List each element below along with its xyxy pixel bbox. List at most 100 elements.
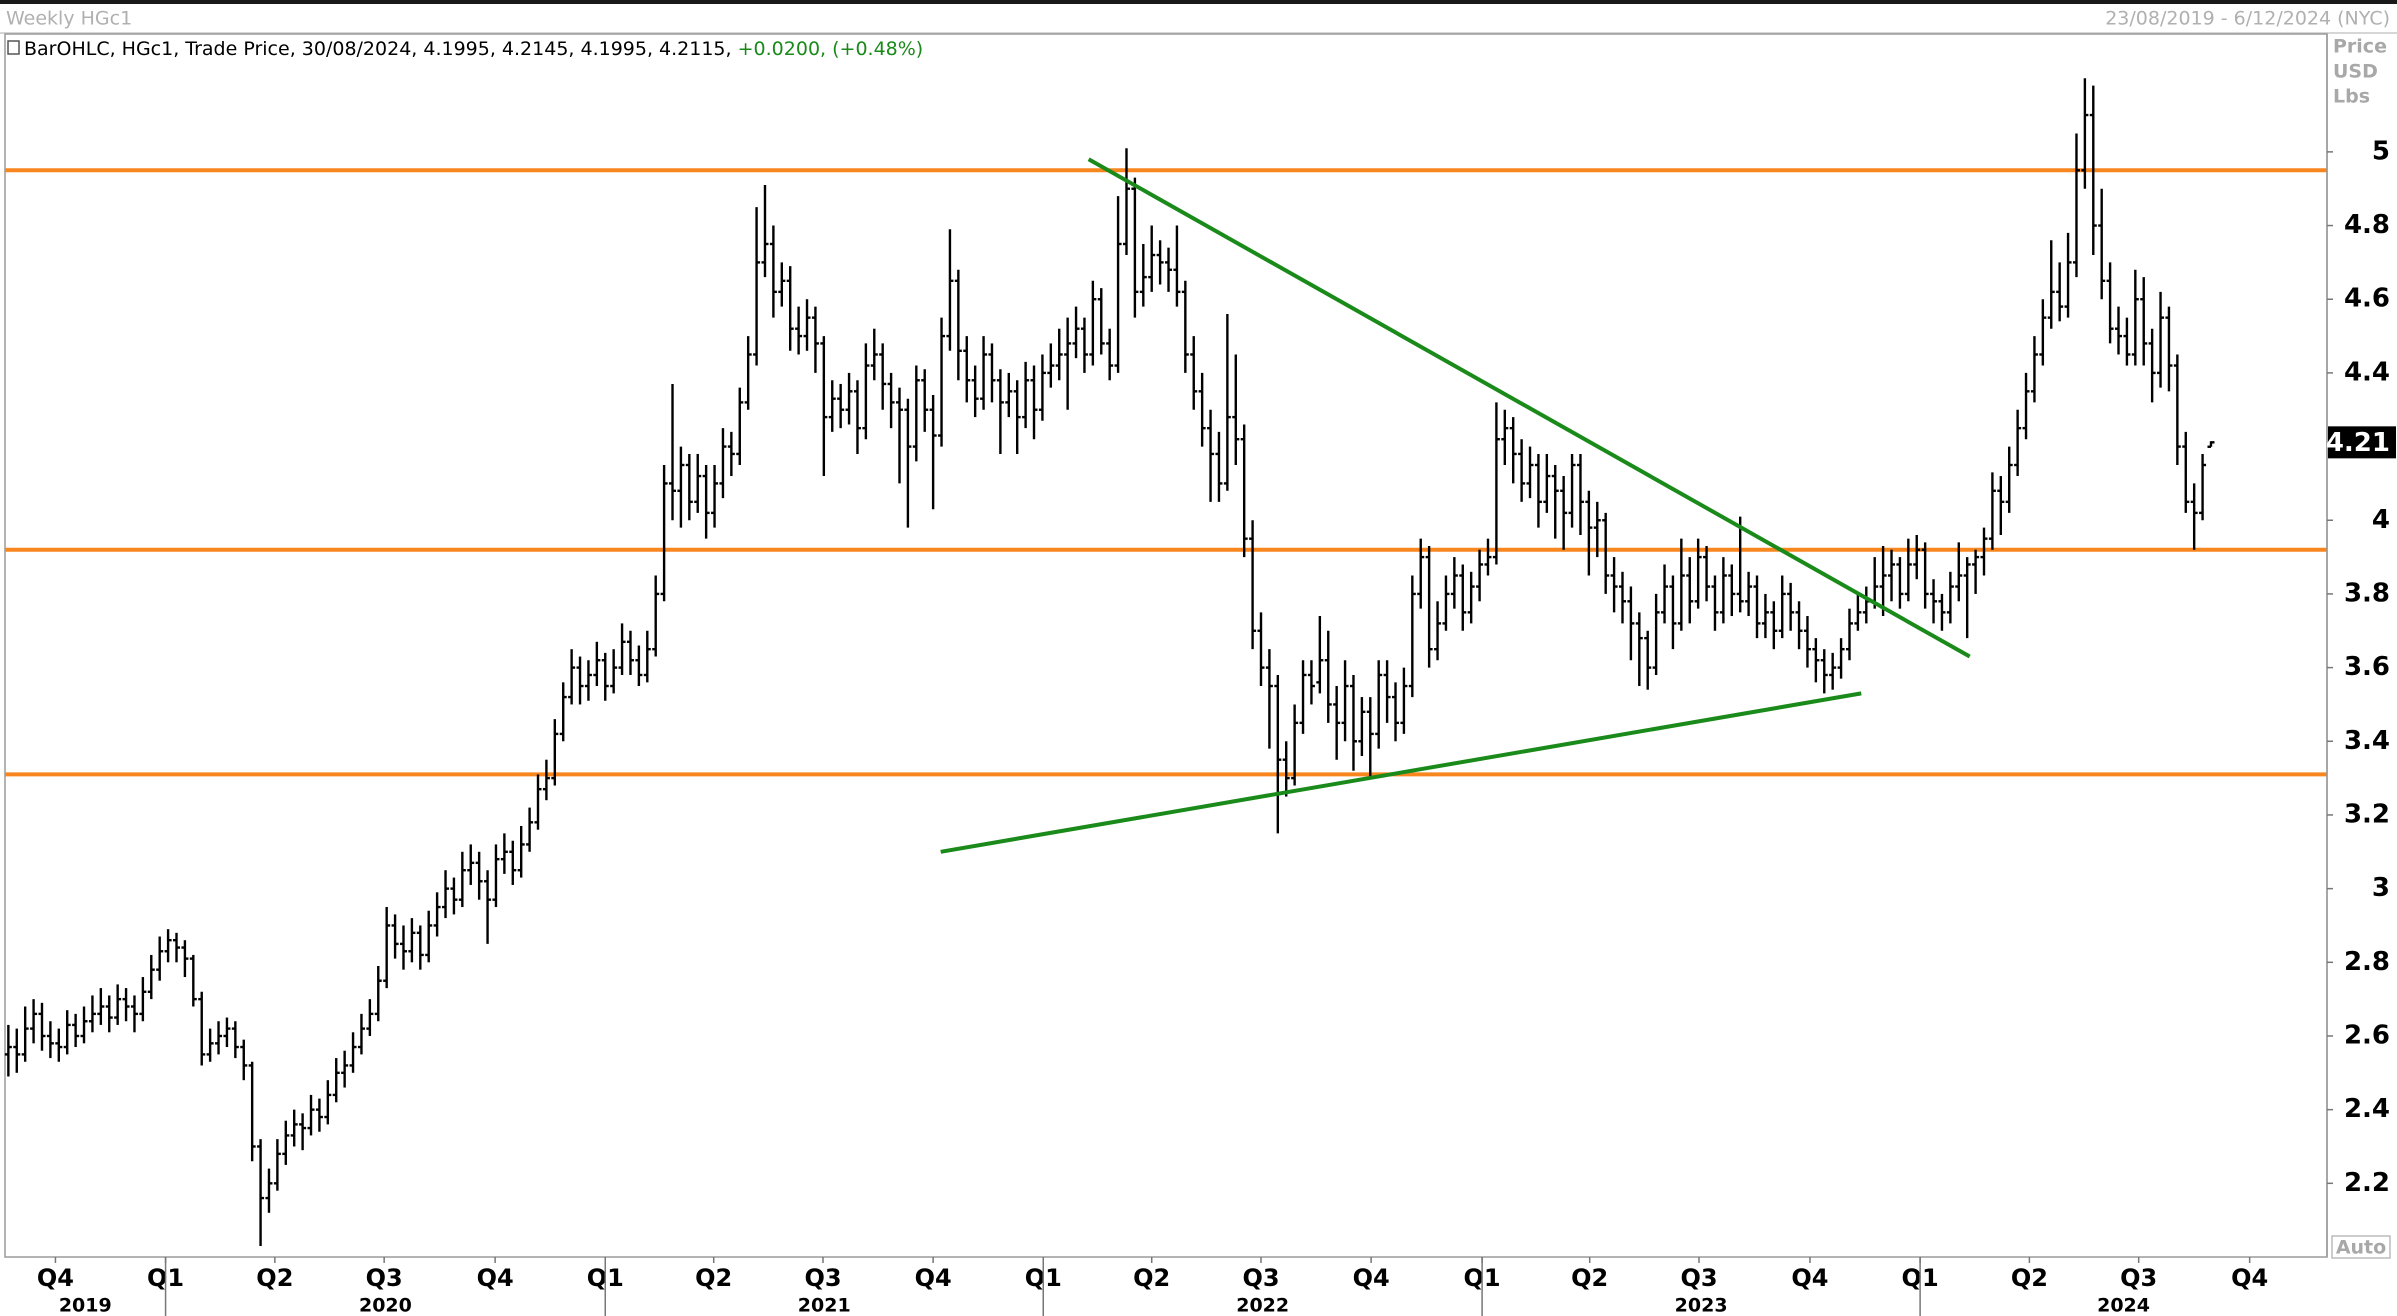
ohlc-bar (1383, 660, 1391, 723)
year-label: 2019 (59, 1295, 112, 1316)
ohlc-bar (315, 1098, 323, 1132)
ohlc-bar (635, 645, 643, 687)
ohlc-bar (1257, 612, 1265, 687)
ohlc-series (4, 78, 2215, 1246)
ohlc-bar (1795, 601, 1803, 650)
ohlc-bar (2056, 262, 2064, 322)
ohlc-bar (257, 1139, 265, 1246)
ohlc-bar (1333, 686, 1341, 760)
ohlc-bar (769, 225, 777, 318)
y-tick-label: 4.4 (2344, 357, 2390, 387)
ohlc-bar (450, 877, 458, 915)
ohlc-bar (1820, 649, 1828, 694)
ohlc-bar (173, 932, 181, 963)
ohlc-bar (593, 641, 601, 687)
ohlc-bar (2089, 85, 2097, 256)
ohlc-bar (938, 317, 946, 447)
ohlc-bar (2039, 299, 2047, 366)
ohlc-bar (1618, 571, 1626, 624)
ohlc-bar (1484, 538, 1492, 576)
ohlc-bar (711, 464, 719, 528)
ohlc-bar (1223, 313, 1231, 491)
ohlc-bar (55, 1028, 63, 1062)
ohlc-bar (1341, 660, 1349, 742)
ohlc-bar (1829, 652, 1837, 690)
ohlc-bar (374, 965, 382, 1022)
ohlc-bar (1736, 516, 1744, 613)
ohlc-bar (1392, 682, 1400, 742)
ohlc-bar (458, 851, 466, 908)
ohlc-bar (1661, 564, 1669, 624)
ohlc-bar (1307, 660, 1315, 705)
ohlc-bar (610, 649, 618, 694)
plot-area (4, 33, 2328, 1258)
top-border (0, 0, 2397, 4)
ohlc-bar (223, 1017, 231, 1048)
ohlc-bar (2047, 240, 2055, 329)
y-tick-label: 4 (2372, 505, 2390, 535)
ohlc-bar (1719, 557, 1727, 624)
ohlc-bar (97, 988, 105, 1025)
ohlc-bar (1417, 538, 1425, 609)
ohlc-bar (1022, 361, 1030, 429)
ohlc-bar (198, 991, 206, 1066)
ohlc-bar (1627, 586, 1635, 661)
ohlc-bar (1938, 593, 1946, 631)
trendline (1087, 157, 1971, 659)
ohlc-bar (1896, 557, 1904, 609)
ohlc-bar (568, 649, 576, 705)
ohlc-bar (904, 398, 912, 528)
x-tick-label: Q3 (366, 1264, 403, 1292)
ohlc-bar (2199, 453, 2207, 521)
ohlc-bar (1728, 564, 1736, 617)
ohlc-bar (1602, 512, 1610, 594)
ohlc-bar (778, 262, 786, 307)
auto-button[interactable] (2331, 1235, 2391, 1259)
ohlc-bar (853, 380, 861, 454)
ohlc-bar (1930, 579, 1938, 624)
x-tick-label: Q3 (804, 1264, 841, 1292)
ohlc-bar (189, 954, 197, 1007)
ohlc-bar (1677, 538, 1685, 631)
ohlc-bar (1921, 542, 1929, 609)
ohlc-bar (618, 623, 626, 675)
ohlc-bar (1366, 697, 1374, 779)
x-tick-label: Q3 (1242, 1264, 1279, 1292)
ohlc-bar (1434, 601, 1442, 661)
date-range: 23/08/2019 - 6/12/2024 (NYC) (2105, 8, 2390, 30)
ohlc-bar (1879, 546, 1887, 617)
ohlc-bar (1232, 354, 1240, 465)
legend-change: +0.0200, (+0.48%) (738, 38, 924, 60)
ohlc-bar (1358, 697, 1366, 757)
ohlc-bar (2014, 409, 2022, 477)
ohlc-bar (1425, 546, 1433, 668)
ohlc-bar (702, 464, 710, 539)
ohlc-bar (879, 343, 887, 410)
y-tick-label: 3.6 (2344, 652, 2390, 682)
ohlc-bar (38, 1002, 46, 1051)
last-price-label: 4.21 (2326, 428, 2390, 458)
ohlc-bar (1005, 372, 1013, 418)
ohlc-bar (1122, 148, 1130, 256)
ohlc-bar (1635, 612, 1643, 687)
x-tick-label: Q3 (2120, 1264, 2157, 1292)
auto-button-label[interactable]: Auto (2336, 1237, 2386, 1259)
ohlc-bar (1459, 564, 1467, 631)
y-axis-label: Price (2333, 36, 2387, 58)
ohlc-bar (307, 1094, 315, 1136)
ohlc-bar (1324, 630, 1332, 723)
ohlc-bar (559, 682, 567, 742)
ohlc-bar (1450, 557, 1458, 609)
ohlc-bar (803, 299, 811, 351)
year-label: 2022 (1236, 1295, 1289, 1316)
ohlc-bar (1349, 674, 1357, 771)
ohlc-bar (399, 925, 407, 970)
ohlc-bar (206, 1028, 214, 1062)
ohlc-bar (130, 995, 138, 1033)
ohlc-bar (1064, 317, 1072, 410)
x-tick-label: Q2 (256, 1264, 293, 1292)
ohlc-bar (1568, 453, 1576, 528)
ohlc-bar (290, 1109, 298, 1147)
ohlc-bar (2123, 317, 2131, 366)
